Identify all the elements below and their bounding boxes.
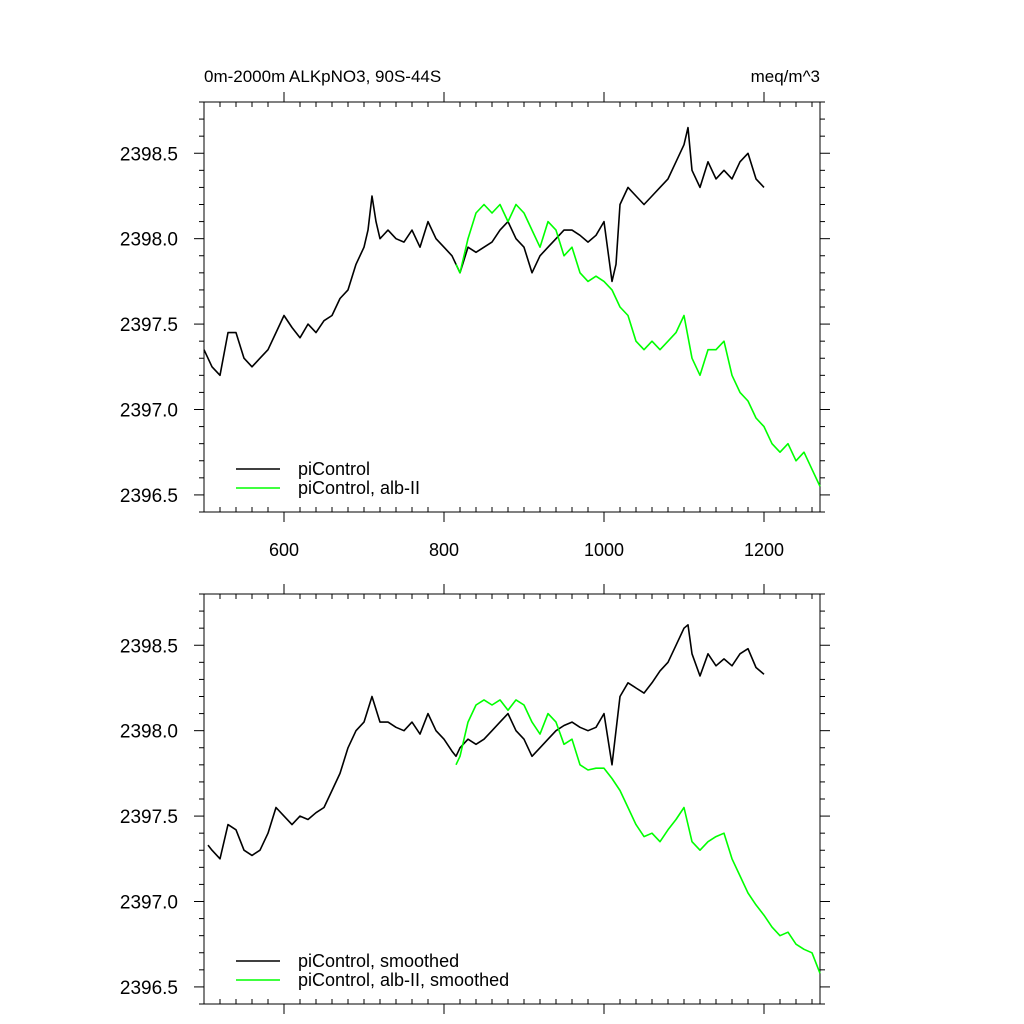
- x-tick-label: 600: [269, 540, 299, 560]
- x-tick-label: 1000: [584, 540, 624, 560]
- plot-frame: [203, 101, 821, 513]
- legend-label: piControl: [298, 459, 370, 479]
- y-tick-label: 2397.5: [120, 315, 178, 336]
- legend-label: piControl, alb-II: [298, 478, 420, 498]
- legend-label: piControl, smoothed: [298, 951, 459, 971]
- y-tick-label: 2398.0: [120, 230, 178, 251]
- series-line-1: [455, 203, 821, 487]
- x-tick-label: 1200: [744, 540, 784, 560]
- y-tick-label: 2396.5: [120, 486, 178, 507]
- panel-smoothed: 2396.5 2397.0 2397.5 2398.0 2398.5 piControl,…: [120, 584, 830, 1014]
- series-line-1: [455, 699, 821, 974]
- y-tick-label: 2398.5: [120, 636, 178, 657]
- y-tick-label: 2397.5: [120, 807, 178, 828]
- series-line-0: [207, 623, 765, 860]
- y-tick-label: 2396.5: [120, 978, 178, 999]
- chart-units: meq/m^3: [751, 67, 820, 86]
- legend-label: piControl, alb-II, smoothed: [298, 970, 509, 990]
- y-tick-label: 2397.0: [120, 893, 178, 914]
- y-tick-label: 2397.0: [120, 401, 178, 422]
- chart-title-left: 0m-2000m ALKpNO3, 90S-44S: [204, 67, 441, 86]
- series-line-0: [203, 126, 765, 377]
- y-tick-label: 2398.5: [120, 144, 178, 165]
- x-tick-label: 800: [429, 540, 459, 560]
- panel-raw: 600 800 1000 1200 2396.5 2397.0 2397.5 2398.0 23…: [120, 92, 830, 560]
- plot-frame: [203, 593, 821, 1005]
- y-tick-label: 2398.0: [120, 722, 178, 743]
